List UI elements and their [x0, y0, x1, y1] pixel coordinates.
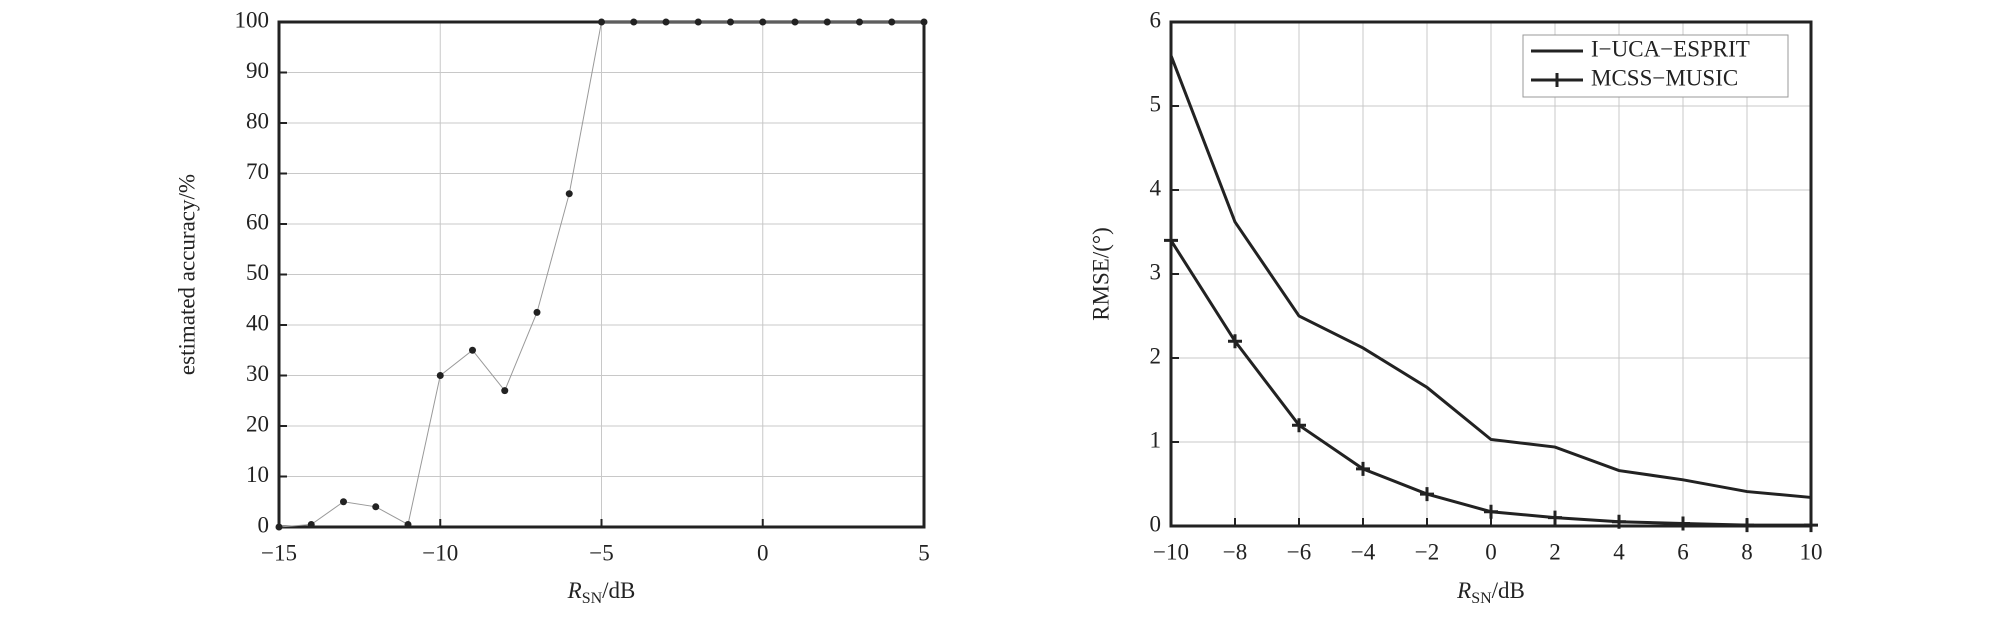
legend-label: I−UCA−ESPRIT [1591, 36, 1750, 61]
x-label-subscript: SN [582, 590, 603, 607]
x-label-symbol: R [1456, 578, 1471, 603]
y-tick-label: 10 [246, 462, 269, 487]
x-label-symbol: R [567, 578, 582, 603]
data-point [1676, 516, 1690, 531]
data-point [1548, 510, 1562, 525]
data-point [307, 520, 315, 528]
x-tick-label: 8 [1741, 539, 1753, 564]
y-tick-label: 90 [246, 58, 269, 83]
data-point [759, 18, 767, 26]
x-tick-label: −6 [1287, 539, 1311, 564]
x-tick-label: 10 [1800, 539, 1823, 564]
y-tick-label: 100 [235, 7, 270, 32]
data-point [791, 18, 799, 26]
x-tick-label: 5 [918, 540, 930, 565]
y-axis-label: estimated accuracy/% [174, 174, 199, 375]
legend-label: MCSS−MUSIC [1591, 65, 1738, 90]
legend-box [1522, 34, 1789, 98]
data-point [533, 308, 541, 316]
x-tick-label: −2 [1415, 539, 1439, 564]
x-tick-label: −10 [422, 540, 458, 565]
data-point [372, 503, 380, 511]
data-point [1484, 504, 1498, 519]
data-point [565, 190, 573, 198]
y-tick-label: 2 [1150, 343, 1162, 368]
data-point [501, 387, 509, 395]
y-tick-label: 70 [246, 159, 269, 184]
data-point [888, 18, 896, 26]
data-point [1740, 518, 1754, 533]
y-tick-label: 30 [246, 361, 269, 386]
x-tick-label: −4 [1351, 539, 1376, 564]
x-tick-label: −5 [589, 540, 613, 565]
y-tick-label: 0 [258, 512, 270, 537]
data-point [340, 498, 347, 506]
y-tick-label: 3 [1150, 259, 1162, 284]
x-tick-label: −8 [1223, 539, 1247, 564]
y-axis-label: RMSE/(°) [1088, 227, 1113, 321]
y-tick-label: 6 [1150, 7, 1162, 32]
data-point [469, 346, 476, 354]
data-point [1164, 233, 1178, 248]
y-tick-label: 50 [246, 260, 269, 285]
data-point [1804, 518, 1818, 533]
data-point [275, 523, 283, 531]
data-point [1612, 514, 1626, 529]
data-point [727, 18, 734, 26]
y-tick-label: 1 [1150, 427, 1162, 452]
x-label-unit: /dB [1492, 578, 1525, 603]
data-point [630, 18, 638, 26]
y-tick-label: 0 [1150, 511, 1162, 536]
x-tick-label: 2 [1549, 539, 1561, 564]
data-point [1228, 334, 1242, 349]
data-line [1169, 55, 1812, 499]
y-tick-label: 20 [246, 411, 269, 436]
data-point [823, 18, 831, 26]
data-point [436, 372, 444, 379]
legend-marker [1550, 73, 1564, 87]
data-point [920, 18, 928, 26]
plot-frame [1169, 20, 1813, 528]
x-tick-label: 6 [1677, 539, 1689, 564]
x-tick-label: 0 [757, 540, 769, 565]
y-tick-label: 60 [246, 209, 269, 234]
x-tick-label: 0 [1485, 539, 1497, 564]
data-point [1356, 461, 1370, 476]
y-tick-label: 4 [1150, 175, 1162, 200]
y-tick-label: 40 [246, 310, 269, 335]
data-point [1420, 487, 1434, 502]
data-point [1292, 418, 1306, 433]
x-label-unit: /dB [602, 578, 635, 603]
data-point [598, 18, 605, 26]
data-point [662, 18, 670, 26]
x-tick-label: 4 [1613, 539, 1625, 564]
x-tick-label: −15 [261, 540, 297, 565]
x-tick-label: −10 [1153, 539, 1189, 564]
y-tick-label: 80 [246, 108, 269, 133]
data-point [404, 520, 412, 528]
x-axis-label: RSN/dB [567, 578, 636, 606]
y-tick-label: 5 [1150, 91, 1162, 116]
data-point [694, 18, 702, 26]
x-label-subscript: SN [1471, 590, 1492, 607]
data-point [856, 18, 863, 26]
x-axis-label: RSN/dB [1456, 578, 1525, 606]
